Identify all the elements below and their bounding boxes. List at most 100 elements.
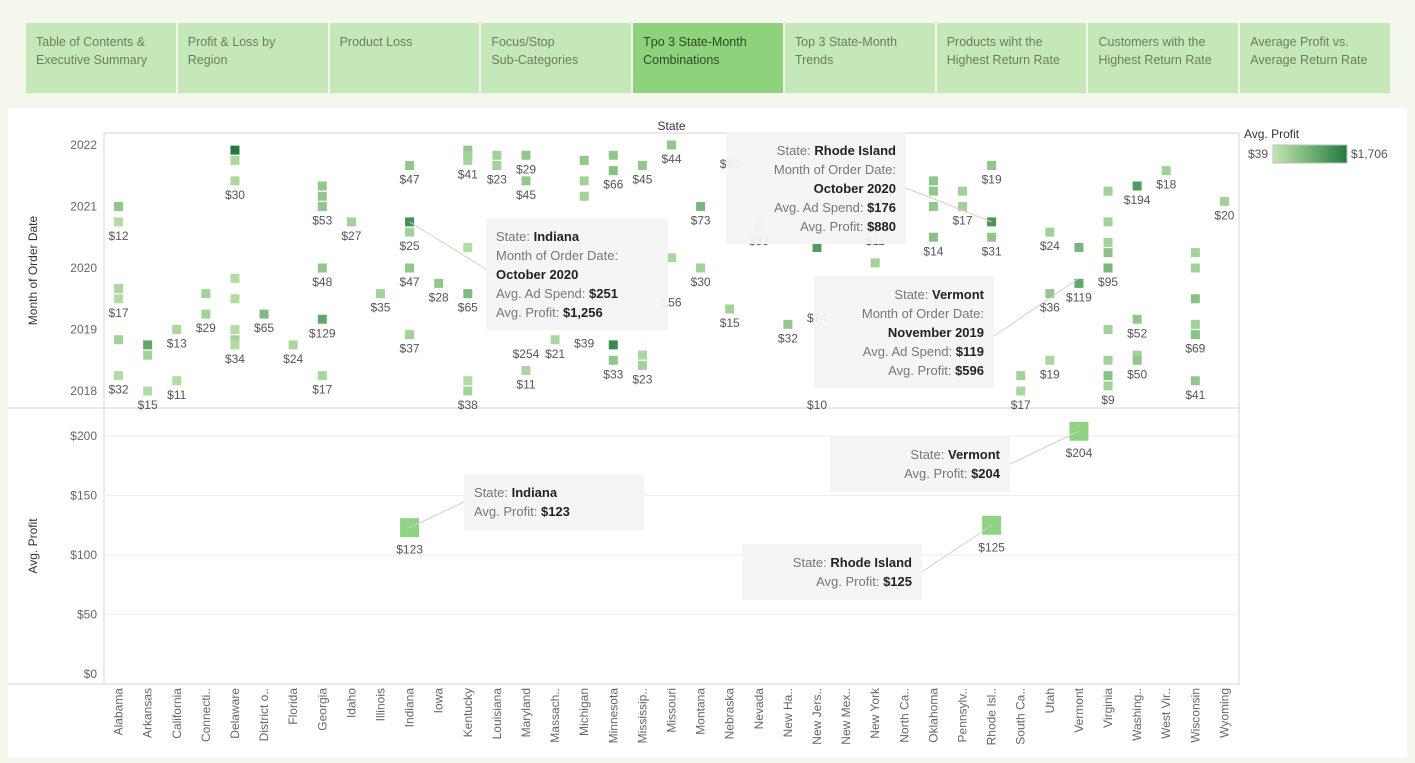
heatmap-cell-label: $23	[632, 372, 652, 386]
heatmap-cell	[1045, 289, 1055, 299]
heatmap-cell	[346, 217, 356, 227]
heatmap-cell-label: $29	[516, 162, 536, 176]
heatmap-cell	[928, 202, 938, 211]
tab-1[interactable]: Table of Contents & Executive Summary	[26, 23, 176, 93]
heatmap-cell	[1074, 278, 1084, 288]
tab-9[interactable]: Average Profit vs. Average Return Rate	[1240, 23, 1391, 93]
heatmap-cell	[317, 263, 327, 273]
state-label: Florida	[286, 688, 300, 725]
heatmap-cell	[667, 140, 676, 150]
tab-6[interactable]: Top 3 State-Month Trends	[784, 23, 935, 93]
heatmap-y-tick: 2018	[70, 384, 97, 398]
heatmap-cell-label: $17	[109, 306, 129, 320]
tab-3[interactable]: Product Loss	[329, 23, 480, 93]
heatmap-cell	[201, 289, 211, 299]
state-label: Oklahoma	[926, 688, 940, 743]
heatmap-y-axis-title: Month of Order Date	[26, 215, 40, 325]
heatmap-cell	[870, 258, 880, 268]
heatmap-cell-label: $129	[309, 326, 336, 340]
heatmap-cell-label: $20	[1214, 208, 1234, 222]
heatmap-cell-label: $17	[1011, 398, 1031, 412]
heatmap-cell	[1103, 355, 1113, 365]
heatmap-cell-label: $19	[982, 173, 1002, 187]
heatmap-cell-label: $15	[720, 316, 740, 330]
heatmap-cell	[928, 176, 938, 186]
heatmap-cell	[114, 202, 124, 211]
heatmap-cell-label: $44	[661, 152, 681, 166]
heatmap-cell	[1190, 248, 1200, 258]
tab-8[interactable]: Customers with the Highest Return Rate	[1088, 23, 1239, 93]
heatmap-cell-label: $17	[953, 214, 973, 228]
state-label: Nevada	[752, 688, 766, 730]
heatmap-cell	[230, 155, 240, 165]
heatmap-cell	[114, 335, 124, 345]
heatmap-cell	[637, 350, 647, 360]
chart-panel: State Month of Order Date Avg. Profit 2018 2…	[8, 108, 1407, 758]
state-label: Kentucky	[461, 688, 475, 737]
heatmap-cell	[1045, 227, 1055, 237]
heatmap-cell-label: $33	[603, 367, 623, 381]
heatmap-cell	[958, 186, 968, 196]
heatmap-cell-label: $23	[487, 173, 507, 187]
heatmap-cell	[521, 366, 531, 375]
scatter-tooltip-line: State: Rhode Island	[793, 555, 912, 570]
state-label: Illinois	[373, 688, 387, 721]
heatmap-cell-label: $38	[458, 398, 478, 412]
heatmap-cell-label: $28	[429, 290, 449, 304]
heatmap-cell-label: $37	[400, 342, 420, 356]
heatmap-cell	[405, 330, 415, 340]
tab-2[interactable]: Profit & Loss by Region	[177, 23, 328, 93]
heatmap-cell	[463, 376, 473, 386]
state-label: Massach..	[548, 688, 562, 743]
scatter-tooltip-box	[830, 436, 1010, 492]
heatmap-cell	[608, 340, 618, 350]
heatmap-cell	[1190, 330, 1200, 340]
heatmap-tooltip-line: Avg. Profit: $880	[800, 219, 896, 234]
tab-4[interactable]: Focus/Stop Sub-Categories	[481, 23, 632, 93]
heatmap-cell-label: $32	[778, 331, 798, 345]
heatmap-y-tick: 2021	[70, 200, 97, 214]
heatmap-cell-label: $18	[1156, 178, 1176, 192]
heatmap-cell	[230, 273, 240, 283]
heatmap-cell-label: $11	[167, 388, 186, 402]
heatmap-cell	[259, 309, 269, 319]
heatmap-cell-label: $27	[341, 229, 361, 243]
heatmap-cell	[928, 186, 938, 196]
heatmap-cell-label: $194	[1124, 193, 1151, 207]
scatter-point-label: $123	[396, 543, 423, 557]
tab-5[interactable]: Tpo 3 State-Month Combinations	[633, 23, 783, 93]
heatmap-cell-label: $36	[1040, 301, 1060, 315]
state-label: West Vir..	[1159, 688, 1173, 739]
heatmap-cell	[405, 161, 415, 170]
heatmap-cell-label: $10	[807, 398, 827, 412]
heatmap-cell	[1103, 381, 1113, 391]
heatmap-cell-label: $12	[109, 229, 129, 243]
heatmap-cell	[1103, 263, 1113, 273]
tab-7[interactable]: Products wiht the Highest Return Rate	[936, 23, 1087, 93]
heatmap-cell	[317, 371, 327, 381]
scatter-point-label: $204	[1066, 446, 1093, 460]
scatter-tooltip-line: State: Indiana	[474, 485, 558, 500]
heatmap-cell	[783, 319, 793, 329]
heatmap-cell	[1045, 355, 1055, 365]
heatmap-cell	[463, 243, 473, 252]
scatter-tooltip-line: Avg. Profit: $125	[816, 574, 912, 589]
heatmap-cell	[521, 176, 531, 186]
heatmap-cell-label: $47	[400, 275, 420, 289]
heatmap-cell-label: $254	[513, 347, 540, 361]
scatter-tooltip-box	[742, 544, 922, 600]
heatmap-cell	[114, 284, 124, 293]
heatmap-cell-label: $14	[923, 244, 943, 258]
heatmap-tooltip-line: November 2019	[888, 325, 984, 340]
state-label: Montana	[694, 688, 708, 735]
state-label: Vermont	[1072, 687, 1086, 732]
heatmap-cell	[1132, 355, 1142, 365]
heatmap-cell	[114, 371, 124, 381]
heatmap-cell	[1161, 166, 1171, 176]
heatmap-tooltip-box	[814, 276, 994, 388]
heatmap-cell	[463, 386, 473, 396]
heatmap-cell	[958, 202, 968, 211]
heatmap-cell	[230, 335, 240, 345]
heatmap-tooltip-line: State: Vermont	[894, 287, 984, 302]
heatmap-cell	[1190, 294, 1200, 304]
